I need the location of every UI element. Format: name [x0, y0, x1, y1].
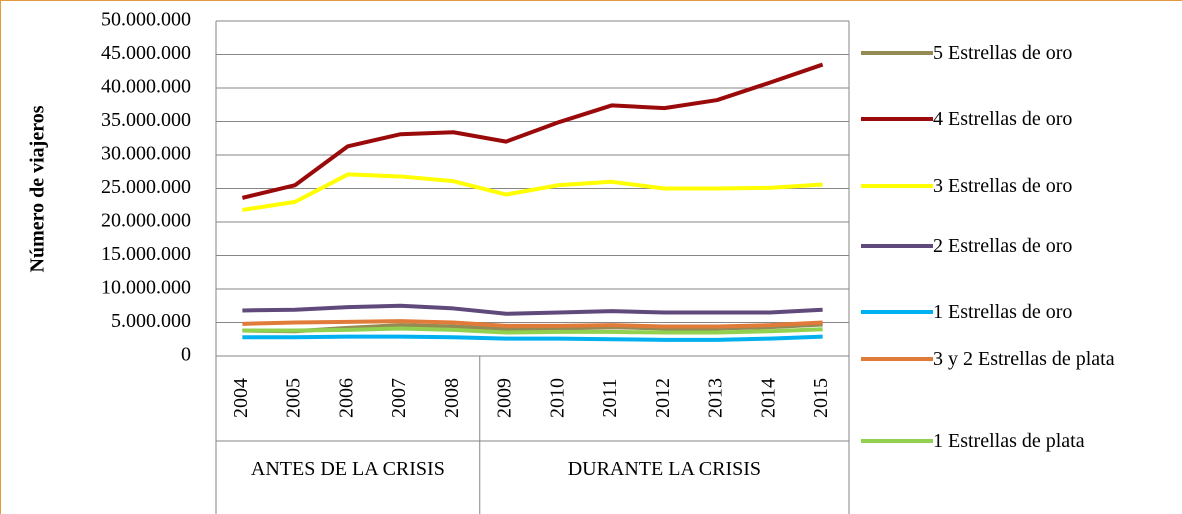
x-tick-label: 2008	[441, 378, 463, 418]
x-tick-label: 2009	[494, 378, 516, 418]
legend-label: 5 Estrellas de oro	[933, 42, 1073, 64]
y-tick-label: 10.000.000	[101, 277, 191, 299]
series-line	[242, 303, 823, 316]
y-axis-title: Número de viajeros	[27, 105, 49, 272]
series-line	[242, 319, 823, 329]
group-label: DURANTE LA CRISIS	[567, 458, 762, 480]
group-label: ANTES DE LA CRISIS	[250, 458, 445, 480]
x-tick-label: 2010	[546, 378, 568, 418]
x-tick-label: 2014	[757, 378, 779, 418]
x-tick-label: 2012	[652, 378, 674, 418]
x-tick-label: 2013	[705, 378, 727, 418]
legend-label: 3 Estrellas de oro	[933, 175, 1073, 197]
legend-label: 1 Estrellas de oro	[933, 301, 1073, 323]
series-line	[241, 62, 824, 200]
y-tick-label: 15.000.000	[101, 243, 191, 265]
y-tick-label: 5.000.000	[111, 310, 191, 332]
x-tick-label: 2011	[599, 378, 621, 417]
legend-label: 1 Estrellas de plata	[933, 430, 1085, 452]
series-line	[242, 334, 823, 342]
y-tick-label: 30.000.000	[101, 143, 191, 165]
legend-label: 3 y 2 Estrellas de plata	[933, 348, 1115, 370]
x-tick-label: 2007	[388, 378, 410, 418]
y-tick-label: 20.000.000	[101, 210, 191, 232]
y-tick-label: 25.000.000	[101, 176, 191, 198]
series-line	[242, 326, 823, 335]
y-tick-label: 50.000.000	[101, 9, 191, 31]
legend-label: 4 Estrellas de oro	[933, 108, 1073, 130]
x-tick-label: 2004	[230, 378, 252, 418]
x-tick-label: 2005	[283, 378, 305, 418]
x-tick-label: 2006	[335, 378, 357, 418]
x-tick-label: 2015	[810, 378, 832, 418]
y-tick-label: 45.000.000	[101, 42, 191, 64]
series-line	[242, 172, 823, 212]
y-tick-label: 0	[181, 344, 191, 366]
y-tick-label: 35.000.000	[101, 109, 191, 131]
legend-label: 2 Estrellas de oro	[933, 235, 1073, 257]
y-tick-label: 40.000.000	[101, 76, 191, 98]
